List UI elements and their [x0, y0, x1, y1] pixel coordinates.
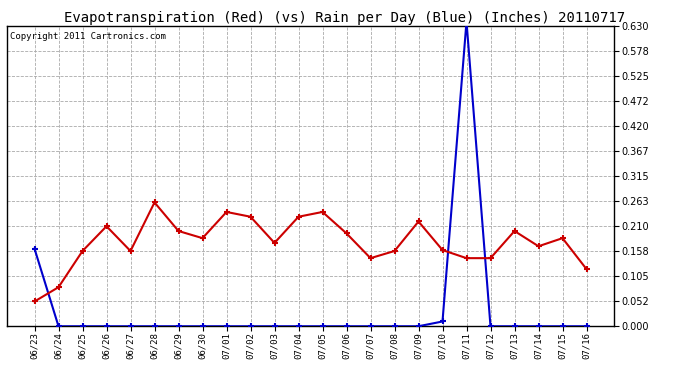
Text: Evapotranspiration (Red) (vs) Rain per Day (Blue) (Inches) 20110717: Evapotranspiration (Red) (vs) Rain per D…	[64, 11, 626, 25]
Text: Copyright 2011 Cartronics.com: Copyright 2011 Cartronics.com	[10, 32, 166, 41]
